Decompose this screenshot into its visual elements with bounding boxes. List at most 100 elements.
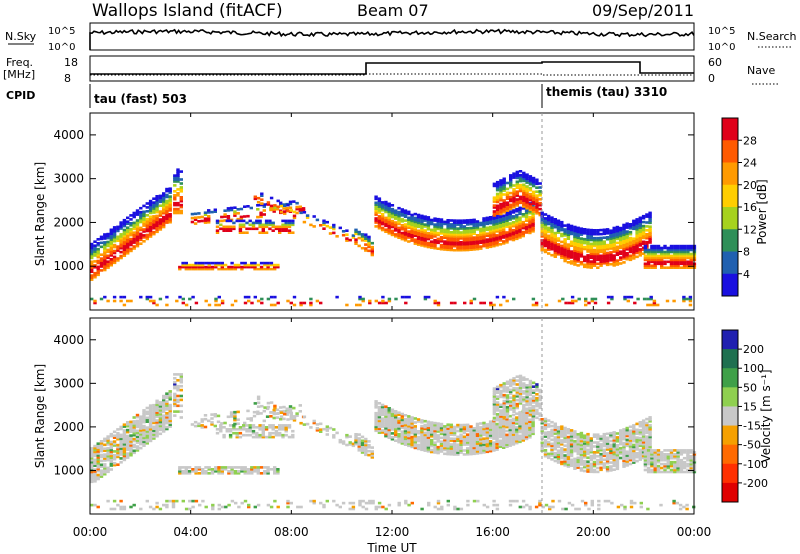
echo-cell (495, 438, 499, 442)
echo-cell (436, 428, 440, 431)
echo-cell (370, 251, 374, 255)
echo-cell (400, 420, 404, 424)
echo-cell (319, 428, 323, 431)
echo-cell (602, 228, 606, 232)
echo-cell (518, 210, 522, 214)
echo-cell (278, 428, 282, 431)
echo-cell (452, 221, 457, 224)
echo-cell (535, 180, 539, 184)
echo-cell (168, 409, 172, 413)
echo-cell (377, 419, 382, 423)
echo-cell (560, 250, 564, 254)
echo-cell (566, 245, 571, 248)
echo-cell (515, 227, 519, 231)
echo-cell (179, 377, 183, 380)
echo-cell (423, 447, 427, 450)
echo-cell (521, 435, 525, 438)
echo-cell (456, 423, 460, 427)
echo-cell (145, 229, 149, 233)
echo-cell (569, 446, 574, 450)
echo-cell (106, 299, 110, 303)
echo-cell (583, 442, 587, 445)
echo-cell (502, 420, 506, 424)
echo-cell (250, 301, 254, 305)
echo-cell (400, 442, 404, 445)
echo-cell (495, 426, 499, 430)
echo-cell (459, 231, 463, 234)
echo-cell (469, 437, 473, 440)
echo-cell (162, 410, 166, 414)
echo-cell (512, 194, 516, 197)
echo-cell (495, 222, 499, 225)
echo-cell (528, 399, 533, 402)
echo-cell (505, 241, 509, 244)
echo-cell (338, 438, 342, 442)
echo-cell (495, 224, 499, 227)
echo-cell (602, 450, 606, 454)
echo-cell (531, 407, 536, 410)
echo-cell (384, 206, 388, 210)
echo-cell (96, 467, 100, 471)
echo-cell (132, 429, 136, 433)
echo-cell (282, 417, 286, 421)
echo-cell (394, 425, 398, 429)
echo-cell (528, 409, 533, 412)
echo-cell (524, 209, 529, 213)
echo-cell (335, 235, 339, 238)
echo-cell (354, 438, 358, 442)
echo-cell (648, 437, 652, 441)
echo-cell (407, 222, 411, 225)
echo-cell (109, 248, 113, 251)
echo-cell (271, 428, 275, 431)
echo-cell (96, 242, 100, 245)
echo-cell (540, 225, 544, 228)
echo-cell (145, 440, 149, 443)
echo-cell (515, 204, 519, 207)
echo-cell (207, 419, 211, 423)
echo-cell (96, 477, 100, 481)
echo-cell (609, 237, 613, 240)
echo-cell (232, 227, 236, 231)
echo-cell (387, 416, 391, 420)
echo-cell (413, 218, 417, 222)
echo-cell (495, 230, 499, 233)
echo-cell (560, 435, 564, 438)
echo-cell (566, 251, 571, 254)
echo-cell (148, 404, 153, 407)
echo-cell (499, 198, 503, 202)
echo-cell (625, 222, 629, 225)
echo-cell (210, 413, 214, 416)
echo-cell (682, 248, 687, 252)
echo-cell (676, 258, 680, 262)
echo-cell (155, 411, 159, 414)
echo-cell (165, 402, 169, 405)
echo-cell (632, 225, 636, 229)
echo-cell (612, 456, 616, 460)
echo-cell (364, 439, 368, 443)
echo-cell (243, 261, 247, 265)
echo-cell (215, 428, 220, 431)
echo-cell (495, 210, 500, 213)
echo-cell (524, 433, 529, 437)
echo-cell (589, 450, 593, 454)
power-echo-layer (90, 168, 697, 307)
echo-cell (273, 303, 277, 307)
echo-cell (605, 467, 610, 471)
echo-cell (364, 437, 368, 441)
echo-cell (430, 220, 434, 224)
echo-cell (547, 440, 551, 444)
echo-cell (635, 249, 639, 253)
echo-cell (423, 215, 427, 218)
echo-cell (605, 461, 610, 465)
echo-cell (380, 429, 385, 432)
echo-cell (380, 407, 385, 411)
echo-cell (400, 225, 404, 229)
echo-cell (135, 229, 140, 232)
echo-cell (126, 250, 130, 253)
echo-cell (184, 468, 188, 471)
echo-cell (449, 445, 453, 448)
echo-cell (404, 301, 408, 305)
echo-cell (168, 218, 172, 222)
echo-cell (495, 194, 500, 198)
echo-cell (397, 425, 401, 428)
